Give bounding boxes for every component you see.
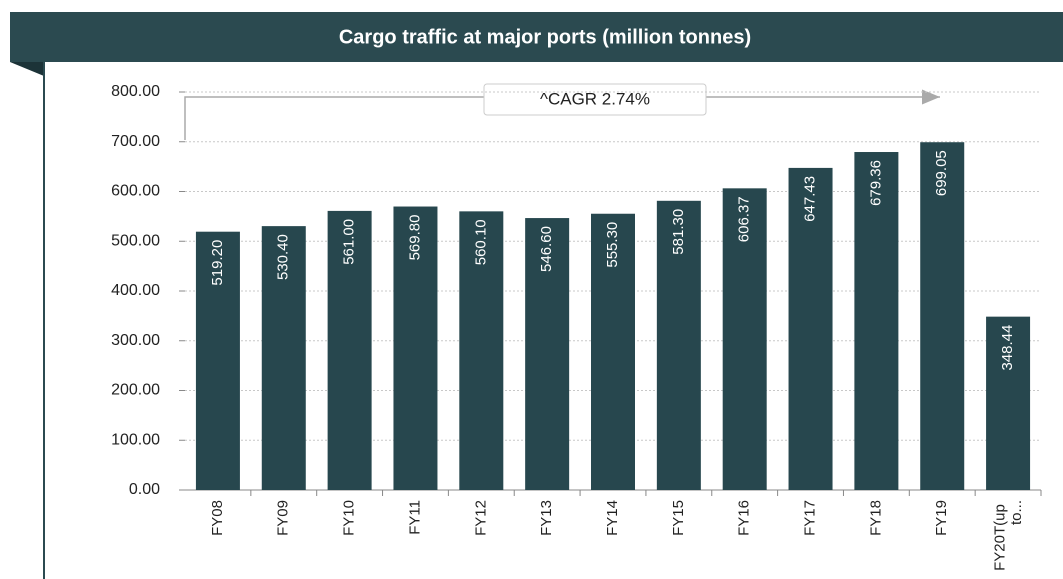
- bar: [986, 316, 1031, 490]
- value-label: 555.30: [604, 222, 621, 268]
- x-tick-label: FY20T(up to...: [992, 500, 1026, 571]
- y-tick-label: 800.00: [111, 83, 160, 100]
- value-label: 348.44: [999, 325, 1016, 371]
- value-label: 581.30: [670, 209, 687, 255]
- bar: [854, 152, 899, 490]
- bar: [591, 213, 635, 490]
- x-tick-label: FY10: [341, 500, 358, 536]
- x-tick-label: FY13: [538, 500, 555, 536]
- x-tick-label: FY15: [670, 500, 687, 536]
- header-band: [10, 12, 1063, 62]
- x-tick-label: FY09: [275, 500, 292, 536]
- y-tick-label: 700.00: [111, 133, 160, 150]
- value-label: 699.05: [933, 150, 950, 196]
- x-tick-label: FY19: [933, 500, 950, 536]
- bar: [920, 142, 965, 490]
- bar: [327, 210, 372, 490]
- y-tick-label: 500.00: [111, 232, 160, 249]
- value-label: 530.40: [275, 234, 292, 280]
- value-label: 519.20: [209, 240, 226, 286]
- value-label: 647.43: [802, 176, 819, 222]
- y-tick-label: 100.00: [111, 431, 160, 448]
- y-tick-label: 0.00: [129, 481, 160, 498]
- cagr-label: ^CAGR 2.74%: [540, 89, 650, 108]
- x-tick-label-line: to...: [1008, 500, 1025, 525]
- bar: [525, 218, 570, 490]
- value-label: 560.10: [472, 219, 489, 265]
- value-label: 546.60: [538, 226, 555, 272]
- bar: [393, 206, 438, 490]
- x-tick-label: FY08: [209, 500, 226, 536]
- x-tick-label: FY12: [472, 500, 489, 536]
- y-tick-label: 600.00: [111, 183, 160, 200]
- bar: [261, 226, 306, 490]
- value-label: 569.80: [406, 215, 423, 261]
- x-tick-label: FY11: [406, 500, 423, 535]
- bar: [788, 167, 833, 491]
- value-label: 679.36: [867, 160, 884, 206]
- value-label: 561.00: [341, 219, 358, 265]
- value-label: 606.37: [736, 196, 753, 242]
- x-tick-label: FY18: [867, 500, 884, 536]
- header-fold: [10, 62, 44, 76]
- chart-title: Cargo traffic at major ports (million to…: [339, 26, 751, 48]
- y-tick-label: 200.00: [111, 382, 160, 399]
- bar: [656, 200, 701, 490]
- x-tick-label: FY16: [736, 500, 753, 536]
- y-tick-label: 300.00: [111, 332, 160, 349]
- x-tick-label: FY17: [802, 500, 819, 536]
- x-tick-label-line: FY20T(up: [992, 500, 1009, 571]
- bar: [722, 188, 767, 490]
- bar: [195, 231, 240, 490]
- y-tick-label: 400.00: [111, 282, 160, 299]
- bar: [459, 211, 504, 490]
- x-tick-label: FY14: [604, 500, 621, 536]
